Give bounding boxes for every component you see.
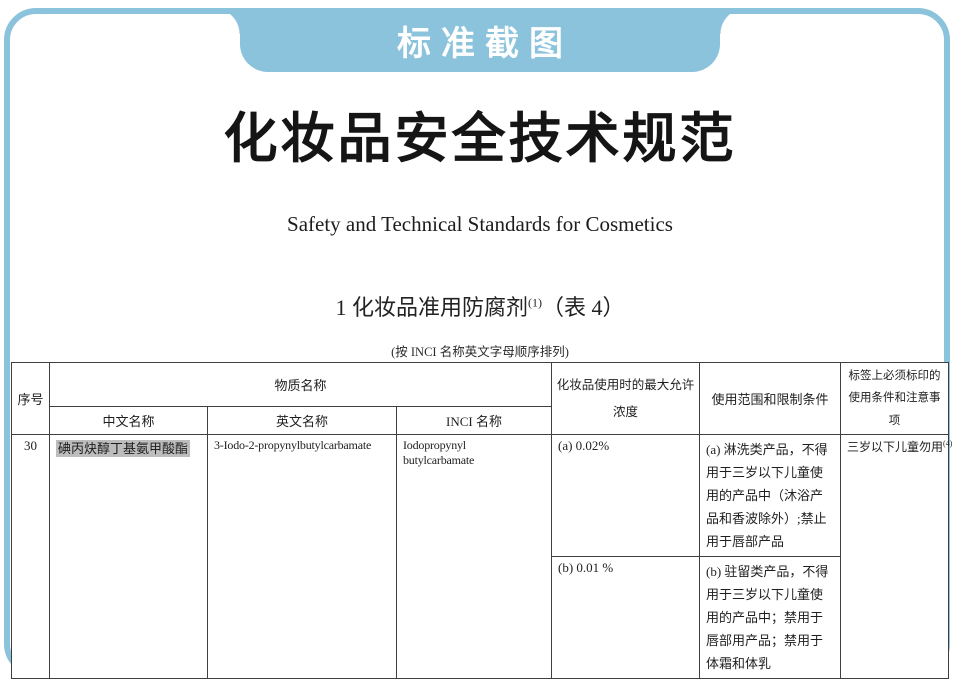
banner: 标准截图 (214, 8, 746, 72)
label-footnote-marker: (4) (943, 439, 953, 449)
header-en-name: 英文名称 (207, 405, 397, 436)
cell-row-number: 30 (11, 434, 50, 680)
header-max-concentration: 化妆品使用时的最大允许浓度 (551, 361, 700, 436)
table-row-30-a: 30 碘丙炔醇丁基氨甲酸酯 3-Iodo-2-propynylbutylcarb… (11, 434, 952, 680)
document-subtitle: Safety and Technical Standards for Cosme… (287, 212, 673, 236)
section-table-ref: （表 4） (542, 295, 625, 320)
header-no: 序号 (11, 361, 50, 436)
cell-scope-b: (b) 驻留类产品，不得用于三岁以下儿童使用的产品中；禁用于唇部用产品；禁用于体… (699, 556, 841, 680)
header-scope: 使用范围和限制条件 (699, 361, 841, 436)
banner-label: 标准截图 (397, 24, 573, 63)
section-title-text: 1 化妆品准用防腐剂 (335, 295, 528, 320)
cell-label-requirement: 三岁以下儿童勿用(4) (840, 434, 953, 680)
cell-concentration-b: (b) 0.01 % (551, 556, 700, 680)
cell-cn-name: 碘丙炔醇丁基氨甲酸酯 (49, 434, 208, 680)
cell-concentration-a: (a) 0.02% (551, 434, 700, 558)
label-requirement-text: 三岁以下儿童勿用 (847, 440, 944, 455)
table-header-row-1: 序号 物质名称 化妆品使用时的最大允许浓度 使用范围和限制条件 标签上必须标印的… (11, 361, 949, 436)
inci-name-line2: butylcarbamate (403, 453, 475, 468)
cell-inci-name: Iodopropynyl butylcarbamate (396, 434, 552, 680)
cell-en-name: 3-Iodo-2-propynylbutylcarbamate (207, 434, 397, 680)
document-title: 化妆品安全技术规范 (223, 109, 737, 169)
selected-text-highlight: 碘丙炔醇丁基氨甲酸酯 (56, 440, 191, 458)
header-substance-name: 物质名称 (49, 362, 552, 407)
inci-name-line1: Iodopropynyl (403, 438, 466, 453)
cell-scope-a: (a) 淋洗类产品，不得用于三岁以下儿童使用的产品中（沐浴产品和香波除外）;禁止… (699, 434, 841, 558)
header-label-requirements: 标签上必须标印的使用条件和注意事项 (840, 361, 949, 436)
section-footnote-marker: (1) (528, 295, 542, 310)
sort-note: (按 INCI 名称英文字母顺序排列) (391, 345, 569, 359)
preservatives-table: 序号 物质名称 化妆品使用时的最大允许浓度 使用范围和限制条件 标签上必须标印的… (11, 361, 952, 680)
en-name-text: 3-Iodo-2-propynylbutylcarbamate (214, 438, 372, 453)
section-title: 1 化妆品准用防腐剂(1)（表 4） (0, 290, 960, 322)
header-inci-name: INCI 名称 (396, 405, 552, 436)
header-cn-name: 中文名称 (49, 405, 208, 436)
table-header-row-2: 中文名称 英文名称 INCI 名称 (12, 405, 949, 436)
table-row-30-b: (b) 0.01 % (b) 驻留类产品，不得用于三岁以下儿童使用的产品中；禁用… (12, 556, 949, 680)
